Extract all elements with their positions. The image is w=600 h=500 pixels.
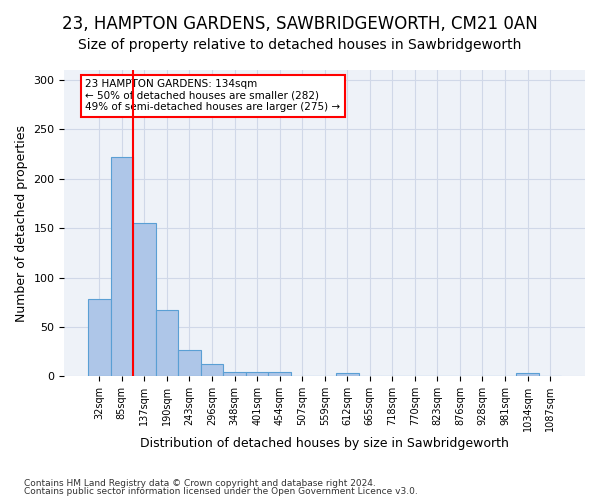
Y-axis label: Number of detached properties: Number of detached properties (15, 124, 28, 322)
Text: Contains HM Land Registry data © Crown copyright and database right 2024.: Contains HM Land Registry data © Crown c… (24, 478, 376, 488)
Text: 23, HAMPTON GARDENS, SAWBRIDGEWORTH, CM21 0AN: 23, HAMPTON GARDENS, SAWBRIDGEWORTH, CM2… (62, 15, 538, 33)
Text: Size of property relative to detached houses in Sawbridgeworth: Size of property relative to detached ho… (79, 38, 521, 52)
Bar (133, 223, 155, 376)
X-axis label: Distribution of detached houses by size in Sawbridgeworth: Distribution of detached houses by size … (140, 437, 509, 450)
Bar (201, 364, 223, 376)
Bar (246, 372, 268, 376)
Text: 23 HAMPTON GARDENS: 134sqm
← 50% of detached houses are smaller (282)
49% of sem: 23 HAMPTON GARDENS: 134sqm ← 50% of deta… (85, 79, 340, 112)
Bar (178, 350, 201, 376)
Bar (516, 374, 539, 376)
Bar (155, 310, 178, 376)
Bar (223, 372, 246, 376)
Bar (336, 374, 359, 376)
Bar (88, 300, 110, 376)
Bar (110, 157, 133, 376)
Bar (268, 372, 291, 376)
Text: Contains public sector information licensed under the Open Government Licence v3: Contains public sector information licen… (24, 487, 418, 496)
